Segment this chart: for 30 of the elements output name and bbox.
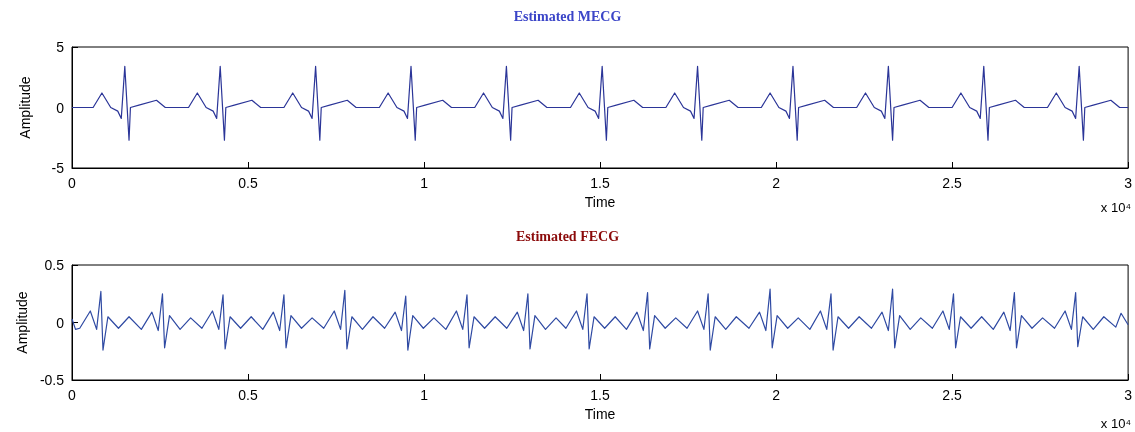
x-tick-label: 0.5 [238,387,258,403]
chart-title: Estimated FECG [515,228,620,244]
x-tick-label: 1 [420,175,429,191]
x-tick-label: 3 [1124,387,1133,403]
x-tick-label: 1.5 [590,175,610,191]
x-tick-label: 2 [772,387,781,403]
chart-title: Estimated MECG [513,8,622,24]
line-series [71,65,1129,141]
y-tick-label: 0.5 [44,257,65,273]
text: x 10⁴ [1100,416,1132,431]
y-axis-title: Amplitude [17,76,33,139]
y-tick-label: 5 [56,39,65,55]
x-tick-label: 1 [420,387,429,403]
x-tick-label: 0 [68,387,77,403]
x-tick-label: 2.5 [942,175,963,191]
x-tick-label: 2.5 [942,387,963,403]
y-axis-title: Amplitude [13,291,30,354]
x-tick-label: 3 [1124,175,1133,191]
x-axis-title: Time [584,193,616,210]
x-tick-label: 2 [772,175,781,191]
y-tick-label: -5 [51,160,65,176]
x-tick-label: 0.5 [238,175,258,191]
y-tick-label: 0 [56,314,65,331]
y-tick-label: 0 [56,99,65,116]
x-tick-label: 1.5 [590,387,610,403]
y-tick-label: -0.5 [39,372,65,388]
x-tick-label: 0 [68,175,77,191]
text: x 10⁴ [1100,200,1132,215]
line-series [71,288,1129,351]
x-axis-title: Time [584,405,616,422]
